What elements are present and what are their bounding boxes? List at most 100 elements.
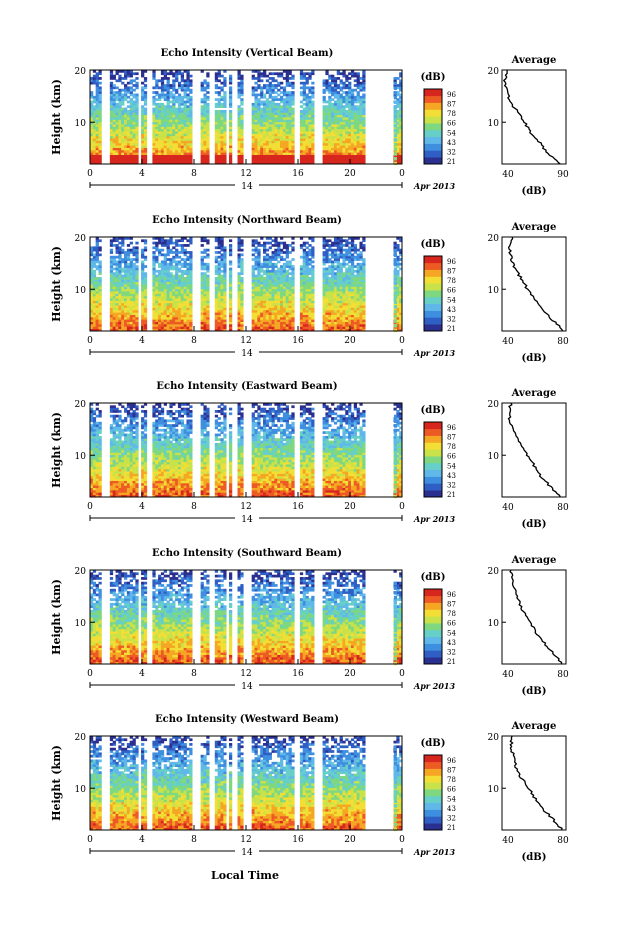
heatmap-cell xyxy=(260,314,264,318)
heatmap-cell xyxy=(251,159,255,163)
heatmap-cell xyxy=(228,140,233,144)
heatmap-cell xyxy=(268,84,272,87)
heatmap-cell xyxy=(282,302,287,306)
heatmap-cell xyxy=(274,307,278,311)
heatmap-cell xyxy=(274,133,278,137)
heatmap-cell xyxy=(92,126,97,130)
heatmap-cell xyxy=(291,328,295,332)
heatmap-cell xyxy=(214,288,219,292)
heatmap-cell xyxy=(90,265,94,268)
heatmap-cell xyxy=(274,253,278,257)
heatmap-cell xyxy=(206,316,210,320)
heatmap-cell xyxy=(280,131,284,134)
heatmap-cell xyxy=(399,112,403,116)
heatmap-cell xyxy=(175,319,179,322)
heatmap-cell xyxy=(186,128,190,132)
heatmap-cell xyxy=(353,121,358,125)
heatmap-cell xyxy=(350,74,355,78)
heatmap-cell xyxy=(152,316,156,320)
heatmap-cell xyxy=(183,288,187,292)
heatmap-cell xyxy=(135,107,139,111)
heatmap-cell xyxy=(333,84,338,87)
heatmap-cell xyxy=(311,267,315,271)
heatmap-cell xyxy=(92,265,97,268)
heatmap-cell xyxy=(158,142,162,146)
heatmap-cell xyxy=(126,255,131,259)
heatmap-cell xyxy=(274,79,278,83)
heatmap-cell xyxy=(362,74,366,78)
heatmap-cell xyxy=(362,138,366,141)
heatmap-cell xyxy=(206,307,210,311)
heatmap-cell xyxy=(172,117,176,120)
heatmap-cell xyxy=(322,319,326,322)
heatmap-cell xyxy=(118,267,122,271)
heatmap-cell xyxy=(163,293,167,297)
heatmap-cell xyxy=(282,119,287,123)
heatmap-cell xyxy=(280,248,284,252)
heatmap-cell xyxy=(251,152,255,155)
heatmap-cell xyxy=(254,298,258,301)
heatmap-cell xyxy=(280,307,284,311)
heatmap-cell xyxy=(308,248,312,252)
heatmap-cell xyxy=(129,302,133,306)
heatmap-cell xyxy=(180,326,184,330)
heatmap-cell xyxy=(285,105,289,108)
heatmap-cell xyxy=(186,105,190,108)
heatmap-cell xyxy=(115,262,119,266)
heatmap-cell xyxy=(263,326,267,330)
heatmap-cell xyxy=(308,314,312,318)
heatmap-cell xyxy=(166,149,170,153)
heatmap-cell xyxy=(180,248,184,252)
heatmap-cell xyxy=(280,291,284,294)
heatmap-cell xyxy=(254,255,258,259)
heatmap-cell xyxy=(240,328,244,332)
heatmap-cell xyxy=(257,74,261,78)
heatmap-cell xyxy=(175,91,179,94)
heatmap-cell xyxy=(129,272,133,275)
heatmap-cell xyxy=(160,260,165,264)
heatmap-cell xyxy=(299,142,304,146)
heatmap-cell xyxy=(115,300,119,304)
heatmap-cell xyxy=(95,145,99,148)
heatmap-cell xyxy=(155,291,159,294)
heatmap-cell xyxy=(214,295,219,299)
heatmap-cell xyxy=(280,305,284,308)
heatmap-cell xyxy=(254,131,258,134)
heatmap-cell xyxy=(282,309,287,313)
heatmap-cell xyxy=(92,300,97,304)
heatmap-cell xyxy=(186,309,190,313)
heatmap-cell xyxy=(217,156,221,160)
heatmap-cell xyxy=(186,312,190,315)
heatmap-cell xyxy=(177,107,182,111)
heatmap-cell xyxy=(240,309,244,313)
heatmap-cell xyxy=(277,291,281,294)
heatmap-cell xyxy=(206,293,210,297)
heatmap-cell xyxy=(285,93,289,97)
heatmap-cell xyxy=(92,145,97,148)
heatmap-cell xyxy=(240,319,244,322)
heatmap-cell xyxy=(129,135,133,139)
heatmap-cell xyxy=(175,328,179,332)
heatmap-cell xyxy=(109,105,114,108)
heatmap-cell xyxy=(237,265,241,268)
heatmap-cell xyxy=(206,109,210,113)
heatmap-cell xyxy=(237,86,241,90)
heatmap-cell xyxy=(362,142,366,146)
heatmap-cell xyxy=(322,288,326,292)
heatmap-cell xyxy=(180,95,184,99)
heatmap-cell xyxy=(394,128,397,133)
heatmap-cell xyxy=(175,239,179,243)
heatmap-cell xyxy=(291,86,295,90)
heatmap-cell xyxy=(143,288,148,292)
heatmap-cell xyxy=(220,262,224,266)
heatmap-cell xyxy=(331,131,335,134)
heatmap-cell xyxy=(350,100,355,104)
heatmap-cell xyxy=(240,269,244,273)
heatmap-cell xyxy=(288,307,292,311)
heatmap-cell xyxy=(92,262,97,266)
heatmap-cell xyxy=(282,321,287,325)
heatmap-cell xyxy=(141,149,145,153)
heatmap-cell xyxy=(98,272,102,275)
heatmap-cell xyxy=(288,323,292,327)
heatmap-cell xyxy=(350,138,355,141)
